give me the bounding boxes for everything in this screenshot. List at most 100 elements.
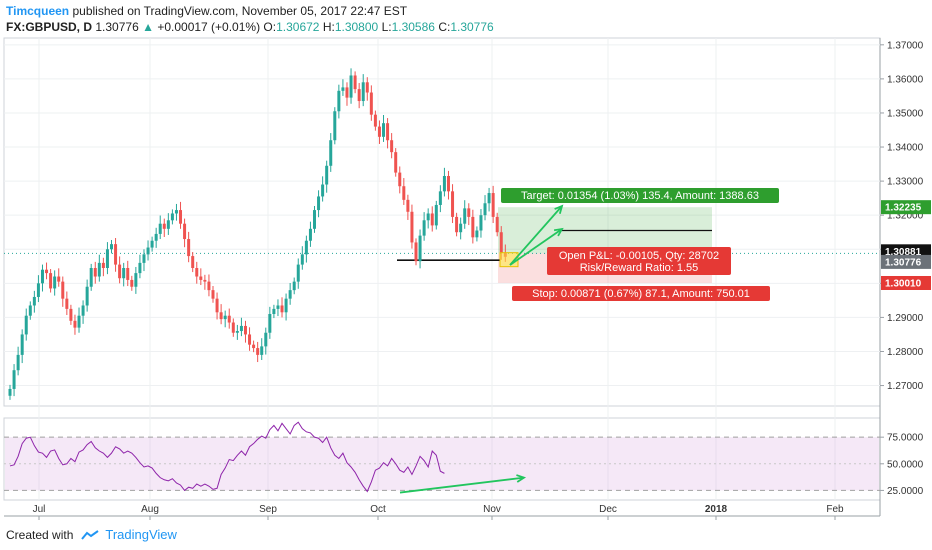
candle-body: [126, 268, 130, 280]
candle-body: [114, 244, 118, 265]
tradingview-logo-icon: [81, 529, 99, 540]
candle-body: [243, 325, 247, 335]
up-arrow-icon: ▲: [142, 20, 154, 34]
time-label: Sep: [259, 504, 277, 515]
price-tag: 1.30776: [885, 257, 922, 268]
candle-body: [463, 208, 467, 224]
candle-body: [280, 305, 284, 313]
candle-body: [166, 220, 170, 229]
candle-body: [223, 315, 227, 320]
rsi-tick-label: 75.0000: [887, 433, 924, 444]
price-tick-label: 1.35000: [887, 108, 924, 119]
candle-body: [296, 264, 300, 282]
time-label: 2018: [705, 504, 728, 515]
candle-body: [235, 331, 239, 333]
publish-info: published on TradingView.com, November 0…: [72, 4, 408, 18]
candle-body: [36, 283, 40, 297]
candle-body: [239, 325, 243, 332]
candle-body: [345, 87, 349, 98]
candle-body: [386, 123, 390, 141]
candle-body: [191, 256, 195, 268]
candle-body: [162, 223, 166, 229]
candle-body: [73, 320, 77, 328]
close-key: C:: [438, 20, 451, 34]
low-value: 1.30586: [391, 20, 435, 34]
tradingview-brand[interactable]: TradingView: [105, 527, 177, 542]
candle-body: [483, 203, 487, 216]
candle-body: [130, 279, 134, 287]
candle-body: [97, 262, 101, 277]
candle-body: [105, 249, 109, 268]
candle-body: [329, 140, 333, 166]
price-tag: 1.32235: [885, 203, 922, 214]
candle-body: [138, 262, 142, 274]
author-name[interactable]: Timcqueen: [6, 4, 70, 18]
candle-body: [65, 298, 69, 309]
candle-body: [252, 344, 256, 349]
candle-body: [390, 140, 394, 153]
candle-body: [276, 305, 280, 309]
candle-body: [57, 276, 61, 282]
rr-label: Risk/Reward Ratio: 1.55: [580, 262, 699, 274]
time-label: Aug: [141, 504, 159, 515]
time-label: Dec: [599, 504, 617, 515]
candle-body: [199, 276, 203, 280]
time-label: Feb: [826, 504, 844, 515]
candle-body: [434, 204, 438, 226]
candle-body: [110, 244, 113, 250]
symbol-label[interactable]: FX:GBPUSD, D: [6, 20, 93, 34]
candle-body: [219, 312, 223, 320]
candle-body: [382, 123, 386, 137]
target-label-bg: [501, 188, 779, 203]
candle-body: [479, 215, 483, 231]
candle-body: [49, 273, 53, 289]
candle-body: [471, 216, 475, 238]
time-label: Oct: [370, 504, 386, 515]
price-tick-label: 1.37000: [887, 40, 924, 51]
candle-body: [317, 196, 321, 211]
candle-body: [308, 228, 312, 241]
candle-body: [174, 210, 178, 214]
created-with-label: Created with: [6, 527, 74, 542]
candle-body: [333, 111, 337, 141]
candle-body: [89, 268, 93, 287]
candle-body: [487, 193, 491, 204]
candle-body: [373, 114, 377, 127]
candle-body: [183, 223, 187, 240]
candle-body: [410, 211, 414, 243]
divergence-arrow: [399, 476, 525, 494]
candle-body: [313, 210, 316, 229]
candle-body: [61, 281, 65, 299]
candle-body: [20, 334, 24, 355]
candle-body: [150, 240, 154, 248]
low-key: L:: [381, 20, 392, 34]
candle-body: [426, 213, 430, 221]
candle-body: [40, 269, 44, 284]
price-tag-bg: [881, 200, 931, 215]
candle-body: [377, 126, 381, 137]
candle-body: [418, 235, 422, 262]
candle-body: [146, 247, 150, 255]
candle-body: [264, 332, 268, 347]
candle-body: [211, 290, 215, 299]
target-arrow: [509, 205, 563, 266]
price-tick-label: 1.29000: [887, 313, 924, 324]
price-tag: 1.30010: [885, 278, 922, 289]
price-change: +0.00017 (+0.01%): [157, 20, 261, 34]
candle-body: [85, 286, 89, 306]
candle-body: [455, 216, 459, 233]
candle-body: [170, 213, 174, 221]
candle-body: [430, 213, 434, 226]
candle-body: [256, 348, 260, 355]
candle-body: [142, 254, 146, 263]
candle-body: [341, 87, 345, 91]
publish-line: Timcqueen published on TradingView.com, …: [6, 4, 407, 18]
rsi-band: [5, 437, 879, 491]
candle-body: [442, 176, 446, 192]
candle-body: [158, 223, 162, 234]
time-label: Jul: [33, 504, 46, 515]
last-price: 1.30776: [95, 20, 139, 34]
candle-body: [292, 281, 296, 291]
candle-body: [69, 308, 73, 321]
